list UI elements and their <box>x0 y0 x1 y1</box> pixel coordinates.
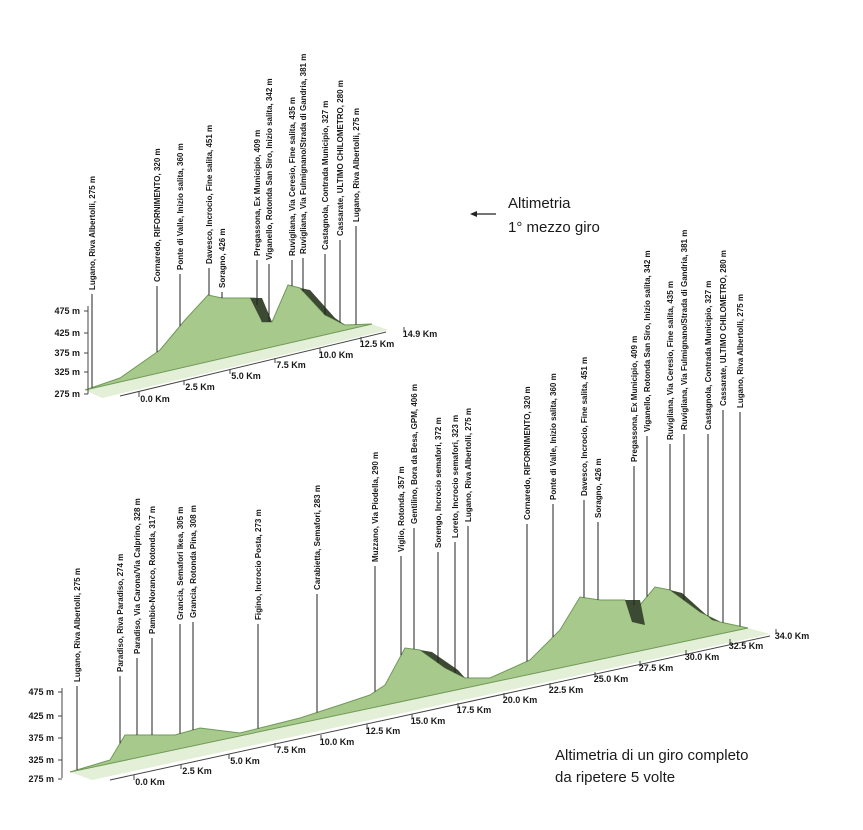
distance-axis <box>109 635 771 781</box>
waypoint-label: Lugano, Riva Albertolli, 275 m <box>73 568 82 682</box>
profile-shadow <box>420 650 465 678</box>
waypoint-label: Carabietta, Semafori, 283 m <box>313 485 322 590</box>
profile-shadow <box>625 600 645 625</box>
profile-shadow <box>250 298 272 322</box>
elevation-label: 425 m <box>54 328 80 338</box>
waypoint-label: Pregassona, Ex Municipio, 409 m <box>253 130 262 256</box>
waypoint-label: Lugano, Riva Albertolli, 275 m <box>736 294 745 408</box>
waypoint-label: Paradiso, Riva Paradiso, 274 m <box>116 554 125 672</box>
waypoint-label: Castagnola, Contrada Municipio, 327 m <box>321 101 330 250</box>
waypoint-label: Pregassona, Ex Municipio, 409 m <box>630 336 639 462</box>
distance-label: 27.5 Km <box>639 663 674 673</box>
waypoint-label: Davesco, Incrocio, Fine salita, 451 m <box>580 357 589 496</box>
elevation-label: 325 m <box>54 367 80 377</box>
distance-label: 10.0 Km <box>320 737 355 747</box>
waypoint-label: Lugano, Riva Albertolli, 275 m <box>88 176 97 290</box>
ground-plane <box>85 324 388 398</box>
arrow-head <box>470 211 477 217</box>
waypoint-label: Lugano, Riva Albertolli, 275 m <box>352 108 361 222</box>
elevation-label: 275 m <box>28 774 54 784</box>
elevation-label: 375 m <box>54 348 80 358</box>
elevation-label: 475 m <box>54 306 80 316</box>
waypoint-label: Figino, Incrocio Posta, 273 m <box>254 509 263 620</box>
waypoint-label: Pambio-Noranco, Rotonda, 317 m <box>148 506 157 634</box>
waypoint-label: Grancia, Rotonda Pina, 308 m <box>189 505 198 618</box>
waypoint-label: Cornaredo, RIFORNIMENTO, 320 m <box>153 148 162 282</box>
distance-label: 17.5 Km <box>457 705 492 715</box>
distance-label: 30.0 Km <box>685 652 720 662</box>
waypoint-label: Ruvigliana, Via Fulmignano/Strada di Gan… <box>680 230 689 430</box>
profile-relief <box>69 586 749 773</box>
annotation: Altimetria di un giro completo <box>555 747 748 764</box>
ground-plane <box>70 628 770 780</box>
distance-label: 2.5 Km <box>182 766 212 776</box>
waypoint-label: Ponte di Valle, Inizio salita, 360 m <box>549 373 558 500</box>
waypoint-label: Viganello, Rotonda San Siro, Inizio sali… <box>643 250 652 432</box>
distance-label: 32.5 Km <box>729 641 764 651</box>
waypoint-label: Ponte di Valle, Inizio salita, 360 m <box>176 143 185 270</box>
annotation: da ripetere 5 volte <box>555 769 675 786</box>
waypoint-label: Sorengo, Incrocio semafori, 372 m <box>434 417 443 548</box>
waypoint-label: Ruvigliana, Via Ceresio, Fine salita, 43… <box>666 281 675 440</box>
distance-axis <box>119 331 387 397</box>
waypoint-label: Gentilino, Bora da Besa, GPM, 406 m <box>410 384 419 524</box>
annotation: 1° mezzo giro <box>508 219 600 236</box>
distance-label: 10.0 Km <box>319 350 354 360</box>
waypoint-label: Ruvigliana, Via Ceresio, Fine salita, 43… <box>288 97 297 256</box>
elevation-label: 425 m <box>28 711 54 721</box>
distance-label: 5.0 Km <box>231 371 261 381</box>
waypoint-label: Ruvigliana, Via Fulmignano/Strada di Gan… <box>299 54 308 254</box>
elevation-label: 375 m <box>28 733 54 743</box>
profile-shadow <box>300 288 345 325</box>
distance-label: 2.5 Km <box>185 382 215 392</box>
waypoint-label: Viganello, Rotonda San Siro, Inizio sali… <box>265 78 274 260</box>
distance-label: 14.9 Km <box>403 329 438 339</box>
elevation-label: 325 m <box>28 755 54 765</box>
distance-label: 7.5 Km <box>276 745 306 755</box>
waypoint-label: Grancia, Semafori Ikea, 305 m <box>176 507 185 620</box>
distance-label: 12.5 Km <box>360 339 395 349</box>
waypoint-label: Cassarate, ULTIMO CHILOMETRO, 280 m <box>719 250 728 406</box>
distance-label: 22.5 Km <box>549 685 584 695</box>
annotation: Altimetria <box>508 195 571 212</box>
waypoint-label: Cassarate, ULTIMO CHILOMETRO, 280 m <box>336 80 345 236</box>
waypoint-label: Soragno, 426 m <box>218 228 227 288</box>
waypoint-label: Davesco, Incrocio, Fine salita, 451 m <box>205 125 214 264</box>
distance-label: 0.0 Km <box>135 777 165 787</box>
elevation-label: 275 m <box>54 389 80 399</box>
waypoint-label: Muzzano, Via Piodella, 290 m <box>371 452 380 562</box>
waypoint-label: Paradiso, Via Carona/Via Calprino, 328 m <box>133 498 142 654</box>
profile-shadow <box>670 590 720 622</box>
elevation-label: 475 m <box>28 687 54 697</box>
distance-label: 0.0 Km <box>140 394 170 404</box>
distance-label: 5.0 Km <box>230 756 260 766</box>
waypoint-label: Viglio, Rotonda, 357 m <box>397 466 406 552</box>
waypoint-label: Cornaredo, RIFORNIMENTO, 320 m <box>523 386 532 520</box>
distance-label: 25.0 Km <box>594 674 629 684</box>
distance-label: 20.0 Km <box>503 695 538 705</box>
distance-label: 34.0 Km <box>775 631 810 641</box>
waypoint-label: Loreto, Incrocio semafori, 323 m <box>451 415 460 538</box>
distance-label: 7.5 Km <box>276 360 306 370</box>
distance-label: 15.0 Km <box>411 716 446 726</box>
waypoint-label: Castagnola, Contrada Municipio, 327 m <box>704 281 713 430</box>
waypoint-label: Lugano, Riva Albertolli, 275 m <box>464 408 473 522</box>
waypoint-label: Soragno, 426 m <box>594 458 603 518</box>
distance-label: 12.5 Km <box>366 726 401 736</box>
